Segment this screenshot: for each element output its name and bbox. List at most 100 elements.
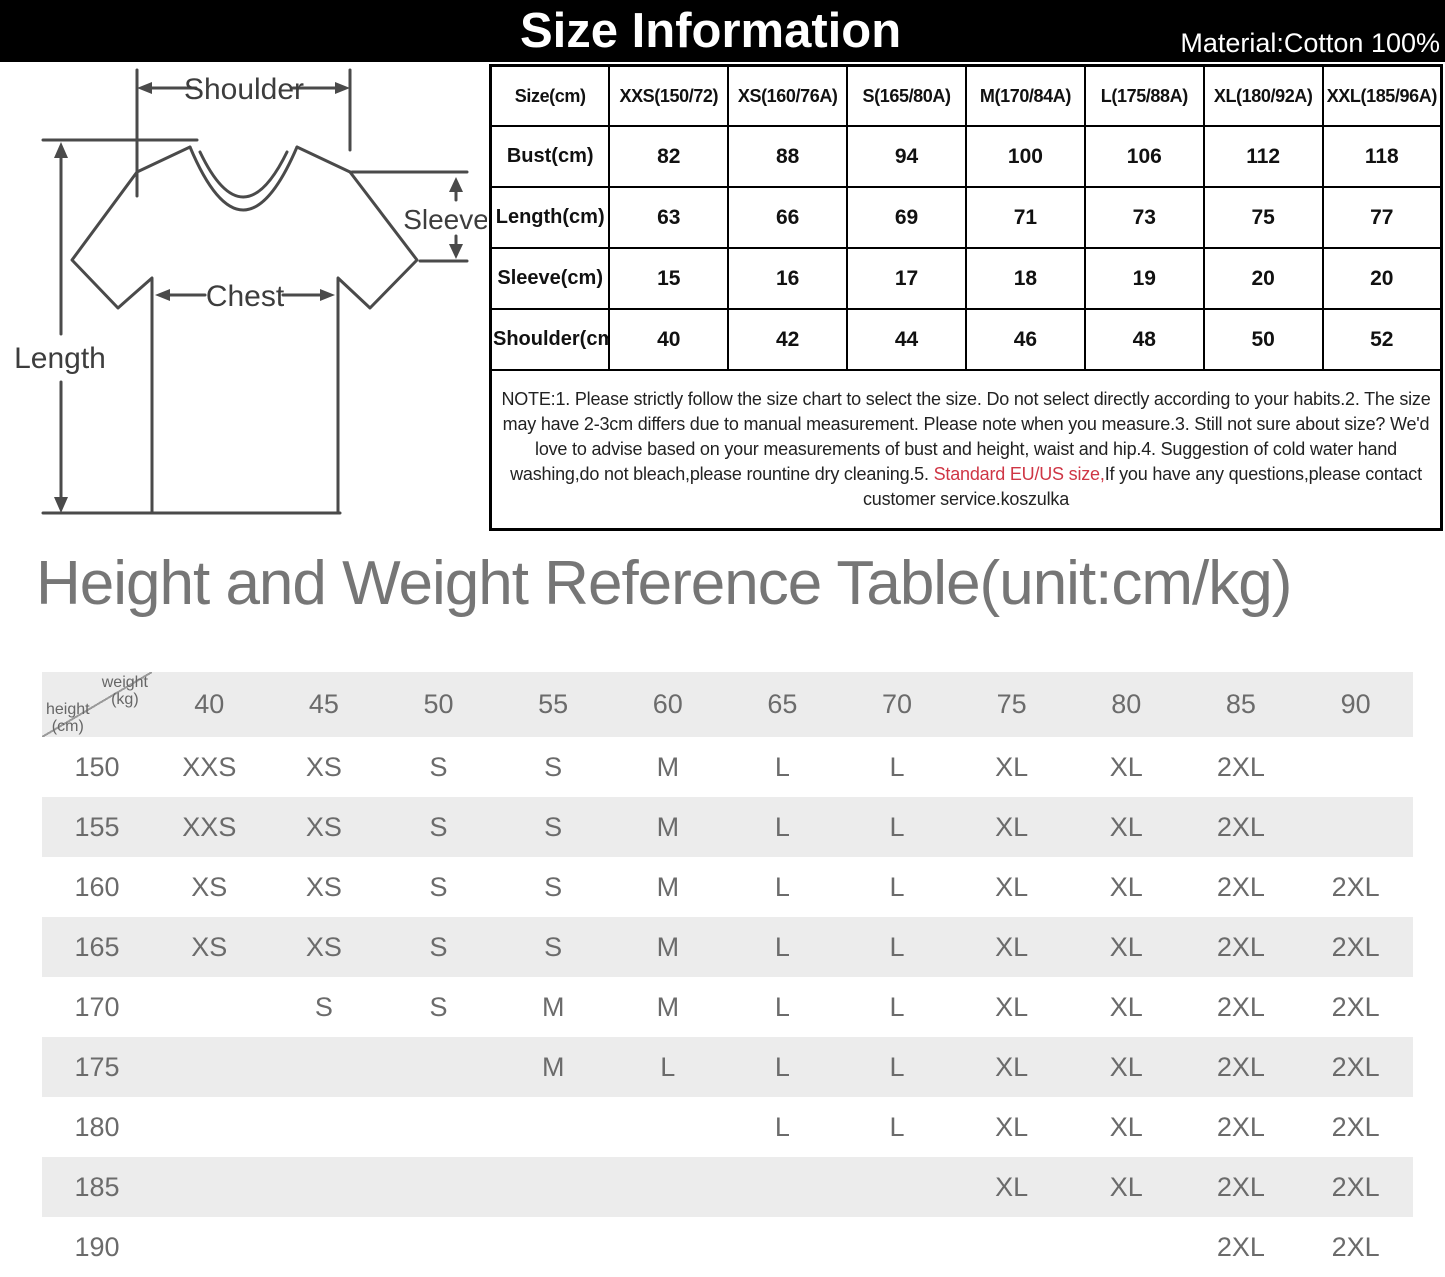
size-cell: XL xyxy=(954,1037,1069,1097)
size-cell xyxy=(152,1097,267,1157)
size-cell: L xyxy=(839,857,955,917)
size-cell xyxy=(839,1217,955,1277)
size-cell: XXS xyxy=(152,797,267,857)
size-cell: XL xyxy=(1069,977,1184,1037)
size-cell: L xyxy=(839,797,955,857)
measurement-value-cell: 88 xyxy=(727,125,849,188)
size-cell: XS xyxy=(266,737,382,797)
size-cell: 2XL xyxy=(1183,857,1299,917)
size-cell: L xyxy=(839,1097,955,1157)
sleeve-arrowhead-bottom xyxy=(449,244,463,259)
height-cell: 175 xyxy=(42,1037,152,1097)
measurement-value-cell: 18 xyxy=(965,247,1086,310)
size-column-header: XXS(150/72) xyxy=(608,64,730,127)
height-row: 180 L L XL XL 2XL 2XL xyxy=(42,1097,1413,1157)
size-cell xyxy=(381,1157,496,1217)
weight-column-header: 75 xyxy=(954,672,1069,737)
size-column-header: XS(160/76A) xyxy=(727,64,849,127)
measurement-value-cell: 44 xyxy=(846,308,967,371)
size-cell: XS xyxy=(266,797,382,857)
size-note: NOTE:1. Please strictly follow the size … xyxy=(489,369,1443,531)
size-cell: 2XL xyxy=(1183,1157,1299,1217)
shoulder-arrowhead-left xyxy=(137,82,152,94)
size-cell: L xyxy=(725,857,840,917)
measurement-value-cell: 20 xyxy=(1202,247,1324,310)
weight-header-row: weight (kg) height (cm) 40 45 50 55 60 65 70 75… xyxy=(42,672,1413,737)
weight-column-header: 50 xyxy=(381,672,496,737)
sleeve-arrowhead-top xyxy=(449,177,463,192)
size-cell: 2XL xyxy=(1298,917,1413,977)
measurement-value-cell: 52 xyxy=(1321,308,1443,371)
collar-outer xyxy=(188,145,299,212)
size-cell: XL xyxy=(1069,1097,1184,1157)
size-cell: L xyxy=(725,977,840,1037)
size-cell: M xyxy=(495,977,611,1037)
height-cell: 180 xyxy=(42,1097,152,1157)
note-text-1: NOTE:1. Please strictly follow the size … xyxy=(501,389,1431,484)
corner-weight-label: weight (kg) xyxy=(101,674,148,708)
weight-column-header: 40 xyxy=(152,672,267,737)
size-cell xyxy=(152,1217,267,1277)
size-cell xyxy=(1298,797,1413,857)
height-row: 170 S S M M L L XL XL 2XL 2XL xyxy=(42,977,1413,1037)
measurement-value-cell: 71 xyxy=(965,186,1086,249)
header-bar: Size Information Material:Cotton 100% xyxy=(0,0,1445,62)
measurement-row: Sleeve(cm) 15 16 17 18 19 20 20 xyxy=(489,247,1443,310)
weight-column-header: 85 xyxy=(1183,672,1299,737)
measurement-value-cell: 94 xyxy=(846,125,967,188)
size-cell: 2XL xyxy=(1183,1217,1299,1277)
size-cell xyxy=(954,1217,1069,1277)
size-cell: XL xyxy=(1069,857,1184,917)
size-cell: 2XL xyxy=(1298,1037,1413,1097)
size-cell xyxy=(381,1037,496,1097)
diagram-label-sleeve: Sleeve xyxy=(403,204,487,235)
size-cell xyxy=(266,1097,382,1157)
measurement-value-cell: 75 xyxy=(1202,186,1324,249)
height-row: 190 2XL 2XL xyxy=(42,1217,1413,1277)
material-label: Material:Cotton 100% xyxy=(1180,28,1440,58)
size-cell xyxy=(495,1097,611,1157)
page-title: Size Information xyxy=(520,4,902,58)
measurement-value-cell: 77 xyxy=(1321,186,1443,249)
length-arrowhead-top xyxy=(54,142,68,158)
measurement-value-cell: 48 xyxy=(1083,308,1205,371)
height-cell: 185 xyxy=(42,1157,152,1217)
shirt-left-shoulder-seam xyxy=(135,145,192,174)
measurement-value-cell: 50 xyxy=(1202,308,1324,371)
measurement-row: Length(cm) 63 66 69 71 73 75 77 xyxy=(489,186,1443,249)
size-cell: 2XL xyxy=(1183,1097,1299,1157)
size-cell: XL xyxy=(1069,797,1184,857)
size-cell: XS xyxy=(152,917,267,977)
size-cell: 2XL xyxy=(1298,977,1413,1037)
size-cell xyxy=(839,1157,955,1217)
size-cell: 2XL xyxy=(1183,797,1299,857)
diagram-label-length: Length xyxy=(14,342,106,375)
size-cell xyxy=(266,1217,382,1277)
chest-arrowhead-left xyxy=(155,289,170,301)
measurement-value-cell: 46 xyxy=(965,308,1086,371)
size-cell: XS xyxy=(266,857,382,917)
size-cell: XL xyxy=(954,977,1069,1037)
weight-column-header: 55 xyxy=(495,672,611,737)
size-cell: XL xyxy=(954,737,1069,797)
size-cell: S xyxy=(381,857,496,917)
collar-inner xyxy=(198,150,289,199)
corner-height-label: height (cm) xyxy=(46,701,90,735)
size-cell: XL xyxy=(954,1157,1069,1217)
size-cell: 2XL xyxy=(1183,977,1299,1037)
measurement-value-cell: 100 xyxy=(965,125,1086,188)
size-cell xyxy=(495,1217,611,1277)
size-cell: L xyxy=(610,1037,726,1097)
measurement-value-cell: 63 xyxy=(608,186,730,249)
size-cell xyxy=(1069,1217,1184,1277)
size-cell xyxy=(1298,737,1413,797)
shirt-left-sleeve-and-side xyxy=(70,170,154,515)
height-cell: 160 xyxy=(42,857,152,917)
height-cell: 155 xyxy=(42,797,152,857)
height-cell: 170 xyxy=(42,977,152,1037)
size-cell: M xyxy=(610,737,726,797)
size-cell xyxy=(152,977,267,1037)
measurement-value-cell: 19 xyxy=(1083,247,1205,310)
size-column-header: XXL(185/96A) xyxy=(1321,64,1443,127)
size-cell: S xyxy=(381,797,496,857)
